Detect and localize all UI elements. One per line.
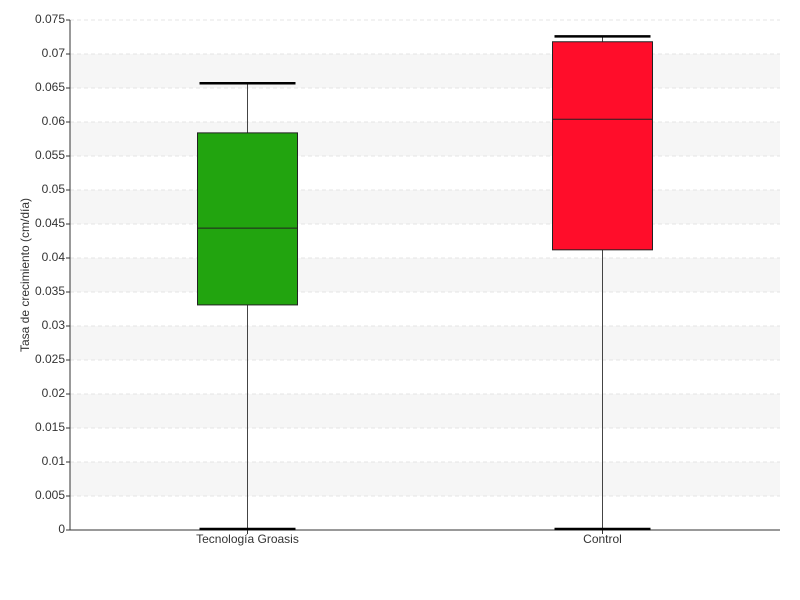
- grid-band: [70, 394, 780, 428]
- y-tick-label: 0.005: [35, 488, 65, 502]
- grid-band: [70, 462, 780, 496]
- x-tick-label: Control: [583, 532, 622, 546]
- y-tick-label: 0.025: [35, 352, 65, 366]
- grid-band: [70, 122, 780, 156]
- y-tick-label: 0.015: [35, 420, 65, 434]
- y-tick-label: 0.01: [42, 454, 66, 468]
- y-tick-label: 0.07: [42, 46, 66, 60]
- y-tick-label: 0.03: [42, 318, 66, 332]
- y-tick-label: 0.045: [35, 216, 65, 230]
- y-tick-label: 0.05: [42, 182, 66, 196]
- box: [197, 132, 298, 306]
- grid-band: [70, 258, 780, 292]
- grid-band: [70, 190, 780, 224]
- y-tick-label: 0.06: [42, 114, 66, 128]
- y-tick-label: 0: [58, 522, 65, 536]
- y-tick-label: 0.055: [35, 148, 65, 162]
- y-tick-label: 0.065: [35, 80, 65, 94]
- box: [552, 41, 653, 251]
- y-tick-label: 0.075: [35, 12, 65, 26]
- x-tick-label: Tecnología Groasis: [196, 532, 299, 546]
- y-tick-label: 0.02: [42, 386, 66, 400]
- grid-band: [70, 326, 780, 360]
- grid-band: [70, 54, 780, 88]
- y-axis-label: Tasa de crecimiento (cm/día): [18, 198, 32, 352]
- y-tick-label: 0.035: [35, 284, 65, 298]
- y-tick-label: 0.04: [42, 250, 66, 264]
